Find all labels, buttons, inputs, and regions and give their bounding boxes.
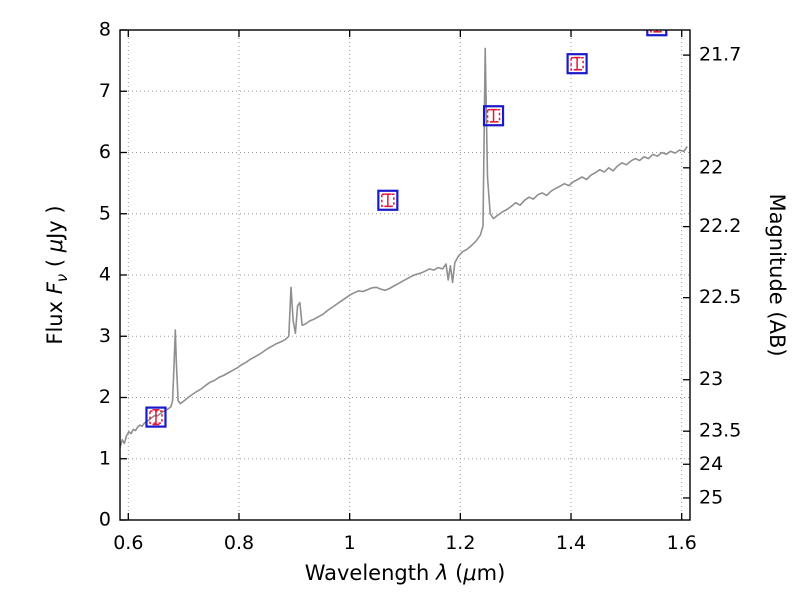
photometry-marker-blue-square [566,53,588,75]
y-right-tick-label: 23.5 [699,420,741,442]
x-tick-label: 1.4 [556,532,586,554]
photometry-marker-red-square [486,109,501,123]
y-left-tick-label: 3 [99,325,111,347]
x-tick-label: 1.6 [667,532,697,554]
y-left-tick-label: 2 [99,386,111,408]
y-left-tick-label: 0 [99,509,111,531]
photometry-marker-blue-square [646,30,668,37]
x-tick-label: 0.8 [224,532,254,554]
y-right-tick-label: 24 [699,453,723,475]
y-right-tick-label: 22 [699,156,723,178]
y-axis-label-right: Magnitude (AB) [765,193,789,356]
y-left-tick-label: 8 [99,19,111,41]
y-right-tick-label: 22.5 [699,286,741,308]
grid-layer [120,30,690,520]
model-spectrum-line [120,47,688,448]
photometry-marker-red-square [149,410,163,424]
x-tick-label: 1 [344,532,356,554]
photometry-marker-red-square [650,30,664,33]
x-tick-label: 1.2 [445,532,475,554]
photometry-marker-blue-square [377,189,399,211]
y-left-tick-label: 7 [99,80,111,102]
y-right-tick-label: 21.7 [699,44,741,66]
y-left-tick-label: 4 [99,264,111,286]
photometry-marker-blue-square [482,105,505,127]
y-right-tick-label: 23 [699,368,723,390]
y-right-tick-label: 25 [699,486,723,508]
y-left-tick-label: 5 [99,202,111,224]
y-left-tick-label: 1 [99,447,111,469]
y-right-tick-label: 22.2 [699,215,741,237]
photometry-marker-red-square [570,56,584,71]
x-tick-label: 0.6 [113,532,143,554]
y-left-tick-label: 6 [99,141,111,163]
x-axis-label: Wavelength λ (μm) [305,561,506,585]
photometry-marker-blue-square [145,406,167,428]
data-layer [120,30,688,448]
axes-layer: 0.6 0.8 1 1.2 1.4 1.601234567821.72222.222.52… [99,19,741,555]
photometry-marker-red-square [381,193,395,208]
y-axis-label-left: Flux Fν ( μJy ) [43,205,71,344]
